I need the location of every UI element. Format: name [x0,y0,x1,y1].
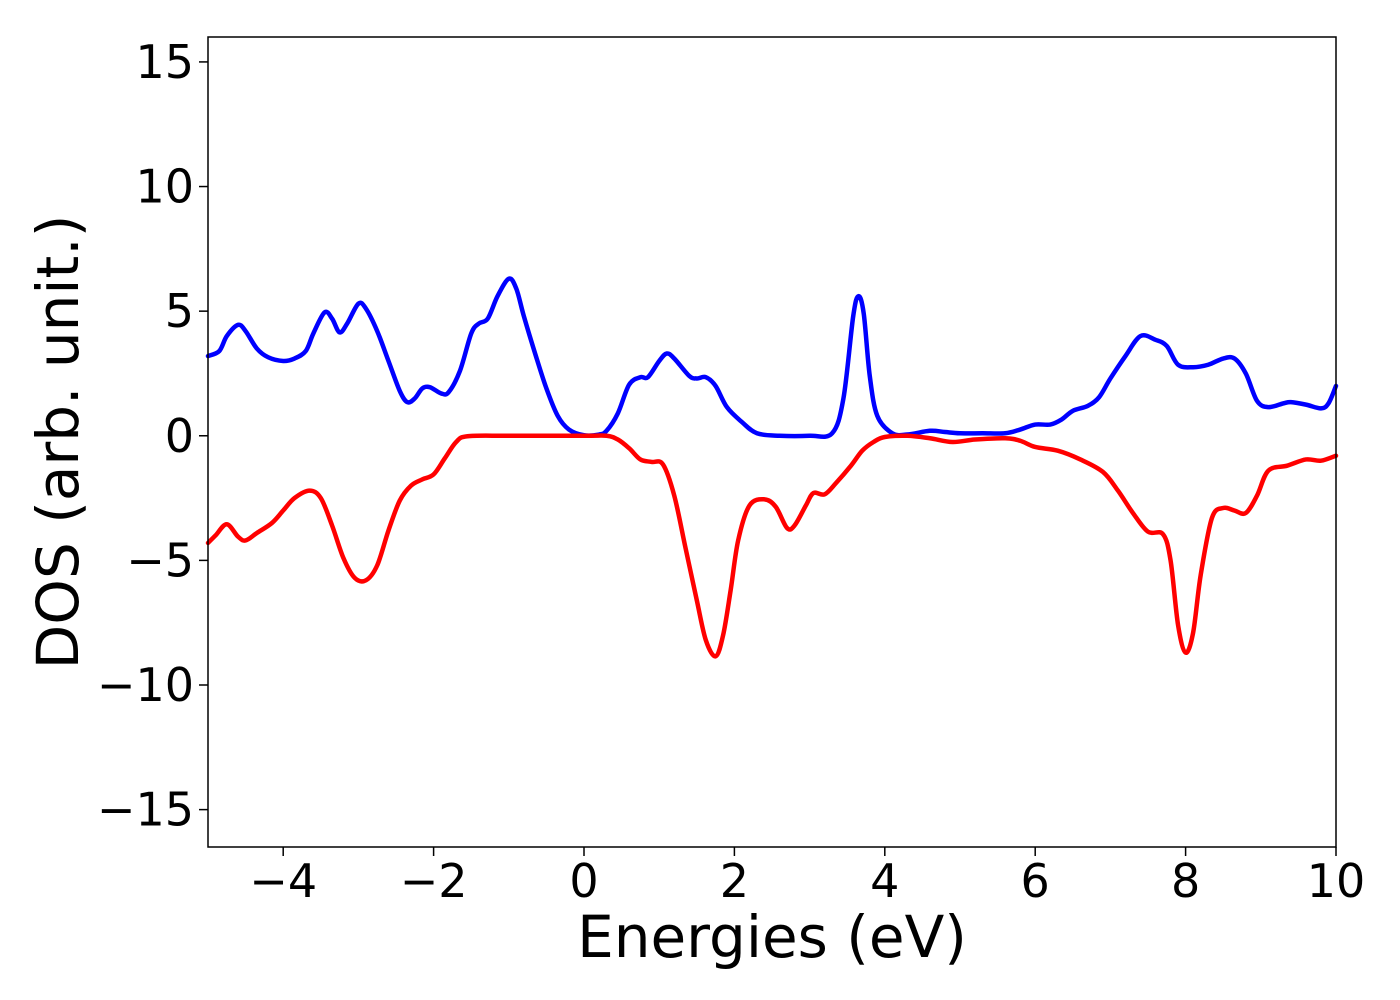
x-tick-label: 10 [1307,854,1366,908]
y-tick-label: 10 [135,160,194,214]
y-tick-label: 0 [165,409,194,463]
x-tick-label: 0 [569,854,598,908]
series-layer [205,276,1339,659]
x-axis-ticks: −4 −2 0 2 4 6 8 10 [249,847,1365,908]
x-tick-label: −4 [249,854,317,908]
y-tick-label: −15 [97,783,194,837]
y-tick-label: 15 [135,35,194,89]
x-tick-label: 6 [1021,854,1050,908]
y-tick-label: 5 [165,284,194,338]
series-line-2 [205,433,1339,659]
x-tick-label: 8 [1171,854,1200,908]
series-line-1 [205,276,1339,439]
x-tick-label: 4 [870,854,899,908]
x-tick-label: 2 [720,854,749,908]
x-axis-label: Energies (eV) [577,903,967,971]
x-tick-label: −2 [400,854,468,908]
y-axis-ticks: −15 −10 −5 0 5 10 15 [97,35,208,837]
y-tick-label: −5 [126,533,194,587]
y-tick-label: −10 [97,658,194,712]
plot-frame [207,36,1337,848]
y-axis-label: DOS (arb. unit.) [24,215,92,670]
